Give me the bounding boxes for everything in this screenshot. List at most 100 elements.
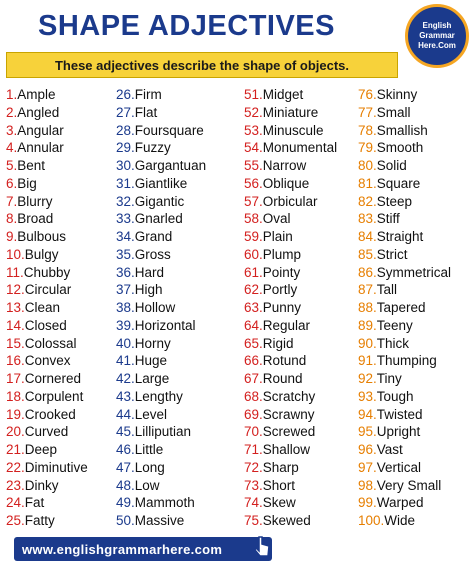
item-number: 33. [116, 211, 135, 227]
item-number: 38. [116, 300, 135, 315]
item-word: Minuscule [262, 122, 324, 138]
item-number: 34. [116, 229, 135, 244]
item-word: Dinky [24, 477, 59, 493]
item-word: Large [134, 371, 170, 386]
adjective: 1.Ample [6, 87, 56, 102]
adjective: 93.Tough [358, 389, 414, 404]
item-number: 91. [358, 353, 377, 369]
adjective: 97.Vertical [358, 460, 421, 475]
item-number: 50. [116, 513, 135, 528]
item-word: Strict [376, 246, 408, 262]
item-word: Tapered [376, 300, 426, 315]
item-number: 21. [6, 442, 25, 457]
adjective: 66.Rotund [244, 353, 306, 368]
item-word: Angled [17, 104, 60, 120]
item-word: Thick [376, 335, 410, 351]
adjective: 25.Fatty [6, 513, 55, 528]
item-number: 75. [244, 513, 263, 528]
item-word: Skew [262, 495, 296, 511]
item-number: 58. [244, 211, 263, 227]
adjective: 6.Big [6, 176, 37, 191]
item-number: 88. [358, 300, 377, 315]
item-word: Short [262, 477, 296, 493]
item-word: Scratchy [262, 388, 316, 404]
item-number: 63. [244, 300, 263, 315]
adjective: 99.Warped [358, 495, 424, 510]
adjective: 29.Fuzzy [116, 140, 171, 155]
adjective: 69.Scrawny [244, 407, 315, 422]
cursor-icon [254, 536, 270, 557]
item-word: Cornered [24, 371, 82, 386]
adjective: 100.Wide [358, 513, 415, 528]
adjective: 28.Foursquare [116, 123, 204, 138]
item-number: 7. [6, 193, 18, 209]
item-word: Smooth [376, 140, 424, 156]
item-word: Fatty [24, 513, 55, 528]
item-word: Hollow [134, 300, 176, 315]
item-number: 99. [358, 495, 377, 511]
item-number: 49. [116, 495, 135, 511]
item-word: Warped [376, 495, 424, 511]
item-word: Narrow [262, 158, 307, 173]
item-word: Miniature [262, 104, 319, 120]
item-number: 8. [6, 211, 18, 227]
adjective: 95.Upright [358, 424, 420, 439]
item-word: Very Small [376, 477, 442, 493]
item-number: 47. [116, 459, 135, 475]
item-word: Horny [134, 335, 171, 351]
item-number: 25. [6, 513, 25, 528]
item-number: 60. [244, 246, 263, 262]
url[interactable]: www.englishgrammarhere.com [22, 541, 223, 557]
adjective: 38.Hollow [116, 300, 175, 315]
item-number: 30. [116, 158, 135, 173]
item-number: 36. [116, 264, 135, 280]
item-word: Vertical [376, 459, 422, 475]
item-number: 13. [6, 300, 25, 315]
item-number: 59. [244, 229, 263, 244]
item-number: 72. [244, 459, 263, 475]
item-number: 41. [116, 353, 135, 369]
item-word: Solid [376, 158, 407, 173]
item-word: Diminutive [24, 459, 88, 475]
item-number: 70. [244, 424, 263, 440]
item-word: Gnarled [134, 211, 183, 227]
adjective: 21.Deep [6, 442, 57, 457]
item-number: 46. [116, 442, 135, 457]
item-number: 71. [244, 442, 263, 457]
adjective: 27.Flat [116, 105, 157, 120]
item-number: 84. [358, 229, 377, 244]
adjective: 26.Firm [116, 87, 162, 102]
item-number: 94. [358, 406, 377, 422]
item-word: Closed [24, 317, 67, 333]
item-word: Fuzzy [134, 140, 171, 156]
item-number: 6. [6, 175, 18, 191]
item-number: 96. [358, 442, 377, 457]
item-word: Pointy [262, 264, 301, 280]
adjective: 8.Broad [6, 211, 53, 226]
item-number: 9. [6, 229, 18, 244]
item-number: 16. [6, 353, 25, 369]
logo: English Grammar Here.Com [405, 4, 469, 68]
item-word: Screwed [262, 424, 316, 440]
item-word: Colossal [24, 335, 77, 351]
item-number: 95. [358, 424, 377, 440]
item-word: Orbicular [262, 193, 318, 209]
adjective: 52.Miniature [244, 105, 318, 120]
item-word: Bent [17, 158, 46, 173]
item-number: 5. [6, 158, 18, 173]
item-word: Firm [134, 87, 162, 102]
item-number: 51. [244, 87, 263, 102]
item-number: 73. [244, 477, 263, 493]
item-number: 28. [116, 122, 135, 138]
adjective: 10.Bulgy [6, 247, 59, 262]
item-number: 37. [116, 282, 135, 298]
adjective: 2.Angled [6, 105, 59, 120]
item-number: 39. [116, 317, 135, 333]
adjective: 14.Closed [6, 318, 67, 333]
adjective: 4.Annular [6, 140, 64, 155]
item-number: 2. [6, 104, 18, 120]
adjective: 19.Crooked [6, 407, 76, 422]
adjective: 36.Hard [116, 265, 164, 280]
footer[interactable]: www.englishgrammarhere.com [14, 537, 272, 561]
adjective: 98.Very Small [358, 478, 441, 493]
